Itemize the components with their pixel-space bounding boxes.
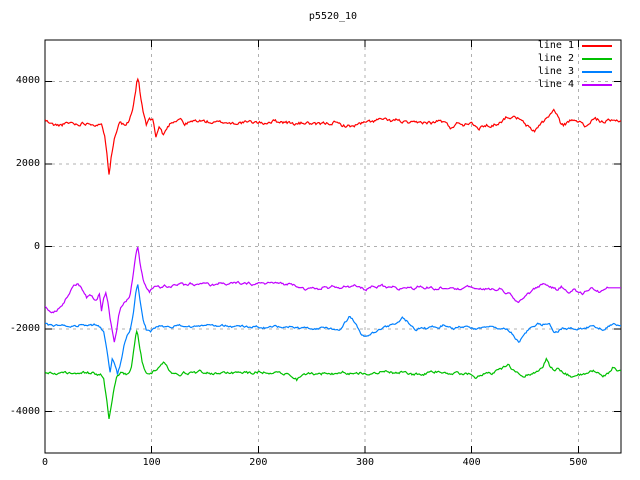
y-tick-label: 4000 (15, 75, 40, 87)
legend-label: line 2 (537, 53, 574, 64)
series-line-2 (45, 329, 621, 420)
x-tick-label: 200 (249, 457, 268, 468)
x-tick-label: 100 (142, 457, 161, 468)
legend-entry-4: line 4 (538, 79, 612, 91)
legend-label: line 1 (537, 40, 574, 51)
series-line-4 (45, 246, 621, 343)
y-tick-label: 2000 (15, 157, 40, 169)
legend-entry-2: line 2 (538, 53, 612, 65)
chart-title: p5520_10 (308, 11, 358, 22)
x-tick-label: 500 (569, 457, 588, 468)
y-tick-label: -4000 (9, 405, 40, 417)
legend-line-sample (582, 71, 612, 73)
legend-line-sample (582, 58, 612, 60)
legend-entry-3: line 3 (538, 66, 612, 78)
legend-label: line 4 (537, 79, 574, 90)
legend-label: line 3 (537, 66, 574, 77)
x-tick-label: 400 (462, 457, 481, 468)
series-line-1 (45, 77, 621, 175)
y-tick-label: 0 (33, 240, 40, 252)
series-line-3 (45, 284, 621, 375)
legend-line-sample (582, 84, 612, 86)
x-tick-label: 0 (41, 457, 49, 468)
x-tick-label: 300 (355, 457, 375, 468)
legend-line-sample (582, 45, 612, 47)
y-tick-label: -2000 (9, 323, 40, 335)
legend-entry-1: line 1 (538, 40, 612, 52)
